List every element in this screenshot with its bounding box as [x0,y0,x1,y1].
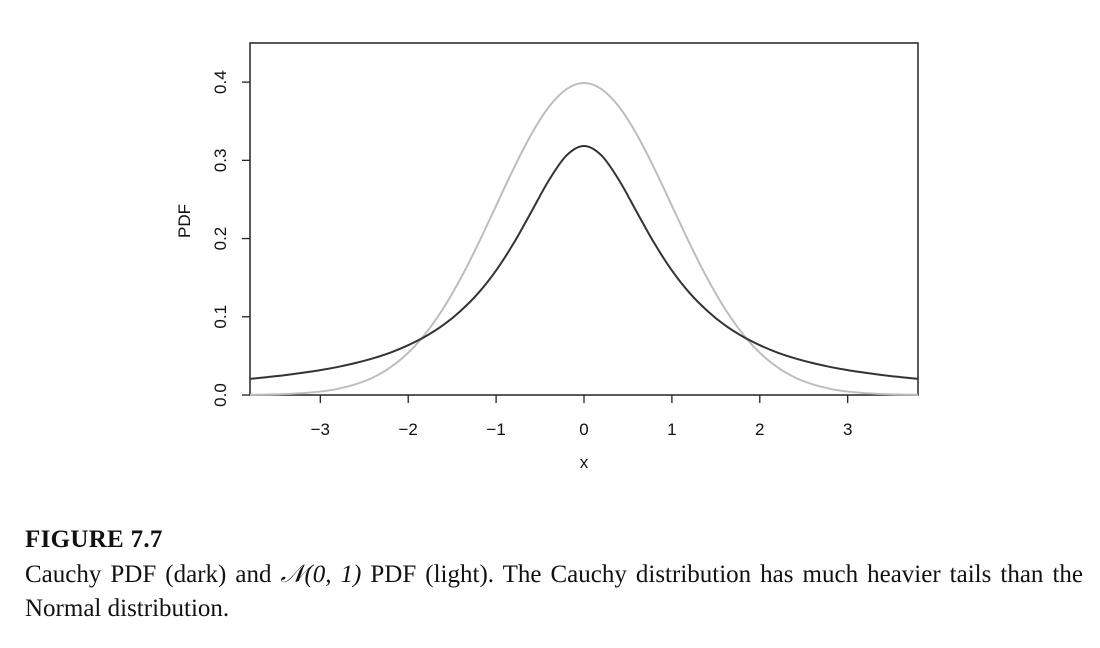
caption-text-part2: PDF (light). The Cauchy distribution has… [25,561,1083,622]
figure-label: FIGURE 7.7 [25,526,163,553]
y-tick-label: 0.1 [211,305,230,329]
y-tick-label: 0.4 [211,70,230,94]
y-tick-label: 0.3 [211,149,230,173]
x-tick-label: 0 [579,420,588,439]
figure-caption-text: Cauchy PDF (dark) and 𝒩(0, 1) PDF (light… [25,558,1083,626]
x-axis: −3 −2 −1 0 1 2 3 [311,395,852,439]
y-axis-label: PDF [175,204,194,238]
x-tick-label: −1 [486,420,505,439]
caption-text-part1: Cauchy PDF (dark) and [25,561,281,588]
normal-pdf-line [249,81,919,396]
chart: −3 −2 −1 0 1 2 3 0.0 0.1 0.2 0.3 0.4 x PDF [175,42,919,472]
plot-frame [249,42,919,396]
x-axis-label: x [580,453,589,472]
x-tick-label: 2 [755,420,764,439]
x-tick-label: −2 [399,420,418,439]
y-axis: 0.0 0.1 0.2 0.3 0.4 [211,70,250,407]
cauchy-pdf-line [249,145,919,380]
figure-caption: FIGURE 7.7 Cauchy PDF (dark) and 𝒩(0, 1)… [25,526,1083,626]
x-tick-label: −3 [311,420,330,439]
series-lines [249,81,919,396]
x-tick-label: 3 [843,420,852,439]
normal-symbol: 𝒩(0, 1) [280,561,362,588]
x-tick-label: 1 [667,420,676,439]
y-tick-label: 0.0 [211,383,230,407]
y-tick-label: 0.2 [211,227,230,251]
